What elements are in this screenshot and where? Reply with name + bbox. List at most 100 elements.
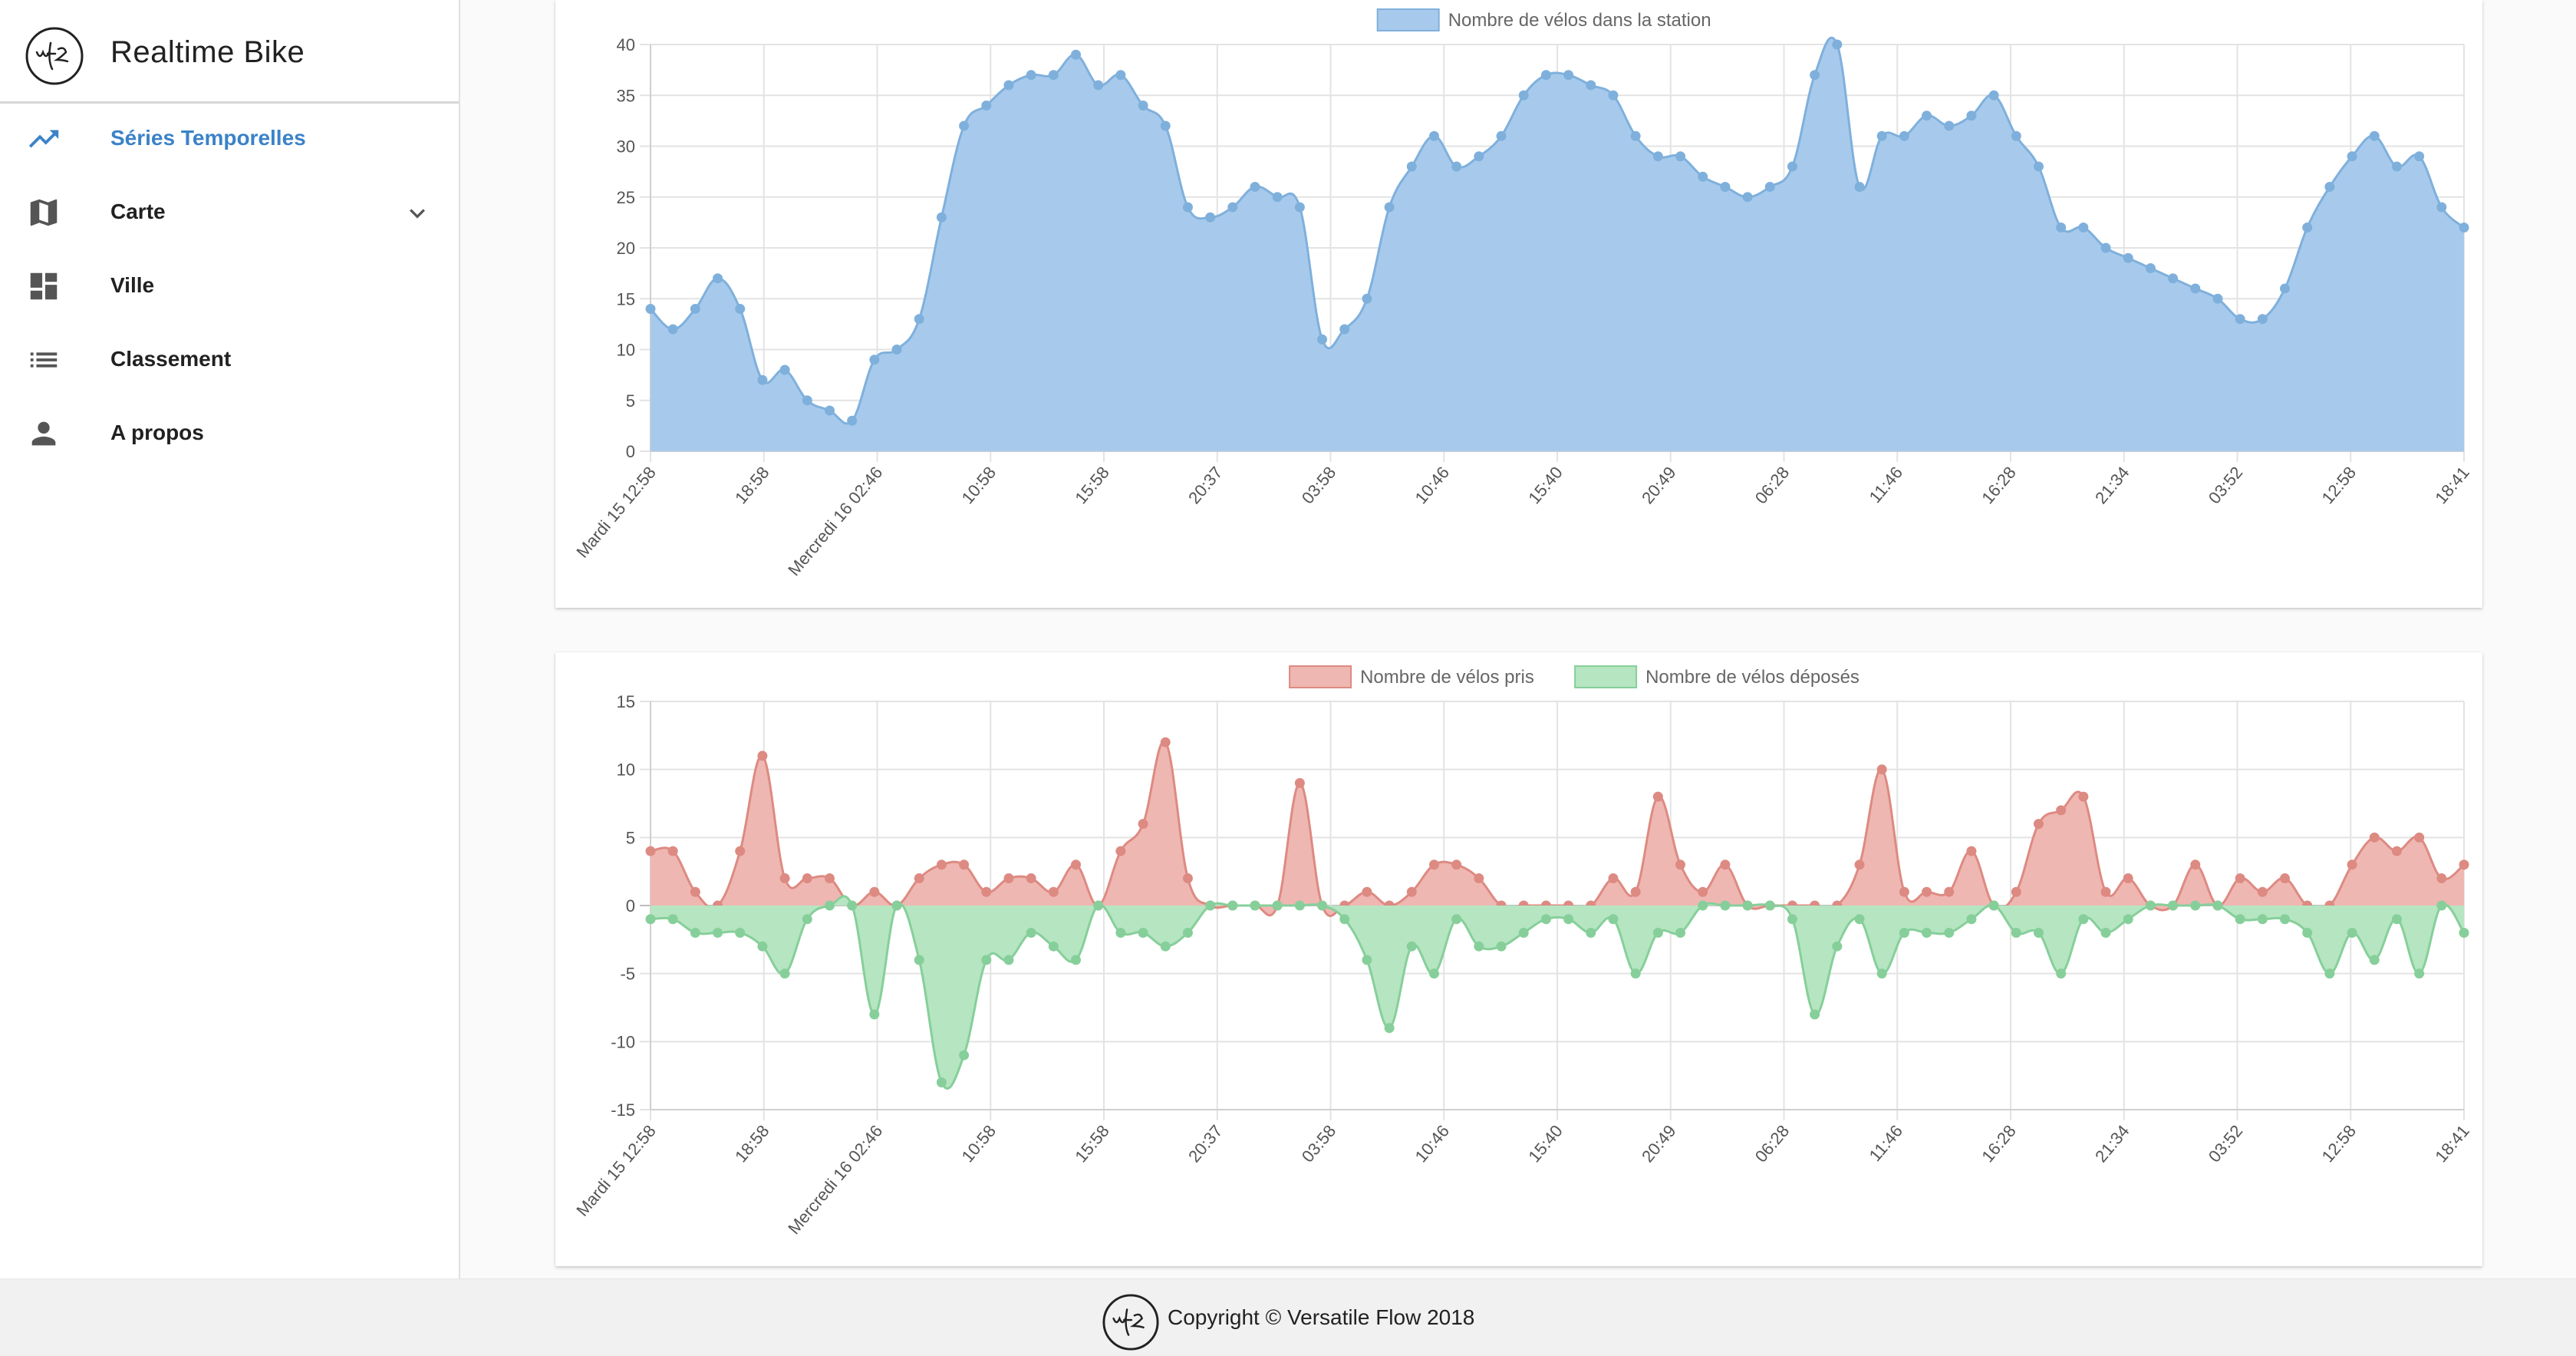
data-point xyxy=(1093,80,1104,91)
data-point xyxy=(713,273,723,284)
nav-item-classement[interactable]: Classement xyxy=(0,325,459,394)
data-point xyxy=(1317,900,1328,911)
chart-velos-station[interactable]: 0 5 10 15 20 25 30 35 40 Mardi 15 12:58 18:58 Mercr… xyxy=(555,0,2482,608)
data-point xyxy=(1294,777,1305,788)
data-point xyxy=(2391,161,2402,172)
data-point xyxy=(2212,900,2223,911)
nav-label: Carte xyxy=(110,200,166,223)
data-point xyxy=(2123,252,2133,263)
series-area xyxy=(651,741,2464,916)
data-point xyxy=(1294,202,1305,213)
data-point xyxy=(2391,914,2402,925)
data-point xyxy=(1362,293,1372,304)
data-point xyxy=(2078,791,2089,802)
data-point xyxy=(2190,900,2201,911)
nav-item-a-propos[interactable]: A propos xyxy=(0,399,459,468)
data-point xyxy=(2100,927,2111,938)
copyright-text: Copyright © Versatile Flow 2018 xyxy=(1168,1305,1475,1329)
nav-item-series-temporelles[interactable]: Séries Temporelles xyxy=(0,104,459,173)
nav-item-carte[interactable]: Carte xyxy=(0,178,459,247)
data-point xyxy=(779,968,790,979)
trending-up-icon xyxy=(28,130,59,148)
y-tick-label: 15 xyxy=(617,692,635,711)
x-tick-label: 15:40 xyxy=(1524,1121,1566,1166)
data-point xyxy=(1608,873,1619,884)
data-point xyxy=(757,941,768,952)
data-point xyxy=(1384,1023,1395,1034)
data-point xyxy=(779,873,790,884)
data-point xyxy=(667,914,678,925)
data-point xyxy=(1406,886,1417,897)
data-point xyxy=(1003,873,1014,884)
list-icon xyxy=(30,352,58,368)
data-point xyxy=(2280,873,2291,884)
y-tick-label: -5 xyxy=(620,965,635,984)
data-point xyxy=(1428,859,1439,870)
data-point xyxy=(869,886,880,897)
data-point xyxy=(2436,202,2447,213)
data-point xyxy=(2302,223,2313,233)
data-point xyxy=(1675,859,1686,870)
data-point xyxy=(1720,859,1731,870)
data-point xyxy=(1630,968,1641,979)
data-point xyxy=(1138,101,1148,111)
data-point xyxy=(1026,873,1036,884)
data-point xyxy=(1922,927,1932,938)
chart-velos-pris-deposes[interactable]: -15 -10 -5 0 5 10 15 Mardi 15 12:58 18:58 Mercred… xyxy=(555,652,2482,1266)
y-tick-label: 30 xyxy=(617,137,635,157)
data-point xyxy=(2391,846,2402,856)
data-point xyxy=(2459,223,2469,233)
data-point xyxy=(1608,90,1619,101)
data-point xyxy=(1966,846,1977,856)
data-point xyxy=(1720,182,1731,192)
data-point xyxy=(1428,968,1439,979)
data-point xyxy=(1115,70,1126,81)
data-point xyxy=(1608,914,1619,925)
data-point xyxy=(1876,968,1887,979)
data-point xyxy=(1406,161,1417,172)
data-point xyxy=(2123,873,2133,884)
data-point xyxy=(1876,764,1887,775)
data-point xyxy=(1652,927,1663,938)
data-point xyxy=(2011,927,2021,938)
y-tick-label: 10 xyxy=(617,760,635,780)
nav-item-ville[interactable]: Ville xyxy=(0,252,459,321)
y-tick-label: 15 xyxy=(617,289,635,308)
data-point xyxy=(1944,120,1955,131)
data-point xyxy=(1294,900,1305,911)
data-point xyxy=(1787,914,1797,925)
data-point xyxy=(936,1077,947,1088)
data-point xyxy=(1003,80,1014,91)
x-tick-label: 10:46 xyxy=(1412,1121,1454,1166)
data-point xyxy=(2100,242,2111,253)
data-point xyxy=(1138,927,1148,938)
data-point xyxy=(802,873,812,884)
nav-label: Séries Temporelles xyxy=(110,126,306,150)
data-point xyxy=(2436,900,2447,911)
data-point xyxy=(2056,968,2067,979)
app-logo[interactable] xyxy=(25,26,84,86)
data-point xyxy=(869,1009,880,1020)
x-tick-label: 18:58 xyxy=(731,463,773,507)
data-point xyxy=(2347,859,2357,870)
data-point xyxy=(2347,927,2357,938)
data-point xyxy=(1227,202,1238,213)
y-tick-label: -10 xyxy=(611,1032,635,1051)
x-tick-label: 20:37 xyxy=(1184,1121,1227,1166)
data-point xyxy=(2056,805,2067,816)
data-point xyxy=(2369,832,2380,843)
data-point xyxy=(802,395,812,406)
data-point xyxy=(2459,859,2469,870)
data-point xyxy=(1540,70,1551,81)
x-tick-label: 16:28 xyxy=(1978,463,2020,507)
data-point xyxy=(1272,192,1283,203)
data-point xyxy=(959,120,970,131)
data-point xyxy=(1652,791,1663,802)
chevron-down-icon[interactable] xyxy=(402,198,433,229)
data-point xyxy=(1272,900,1283,911)
data-point xyxy=(981,886,992,897)
data-point xyxy=(1093,900,1104,911)
y-tick-label: 5 xyxy=(626,391,635,411)
data-point xyxy=(2033,161,2044,172)
nav-label: Ville xyxy=(110,273,155,297)
